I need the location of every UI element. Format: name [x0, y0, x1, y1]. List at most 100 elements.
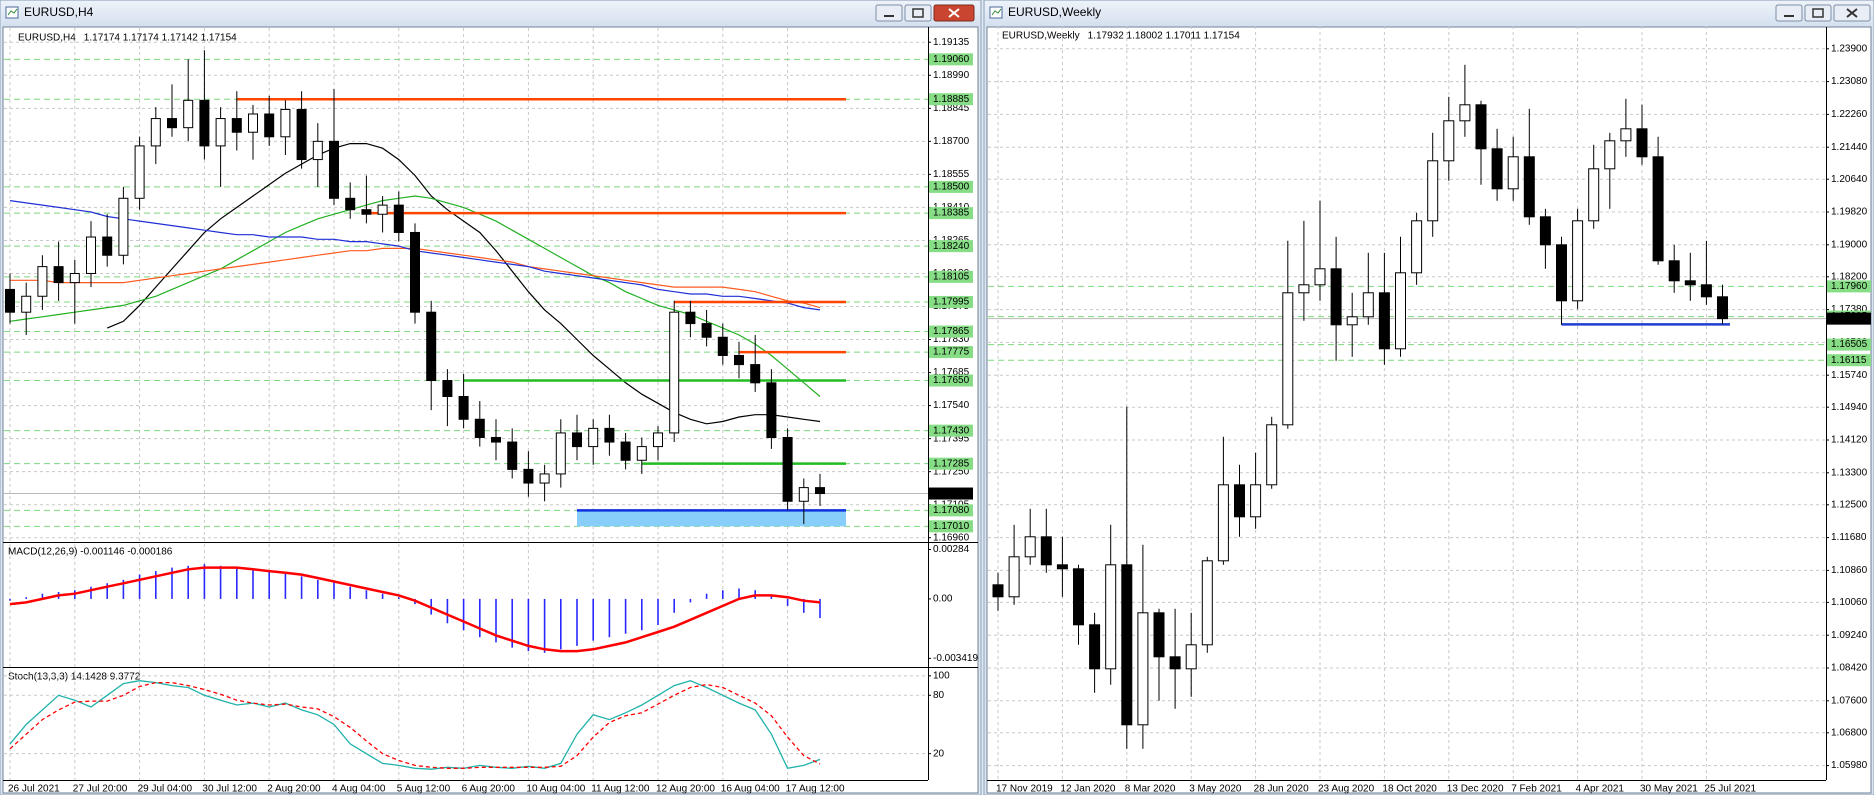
- y-tick-label: 1.17685: [933, 367, 970, 378]
- y-tick-label: 1.10860: [1831, 565, 1868, 576]
- y-tick-label: 1.18555: [933, 169, 970, 180]
- candle-body: [798, 487, 809, 502]
- level-label: 1.17285: [933, 458, 970, 469]
- candle-body: [231, 118, 242, 133]
- level-label-bg: [929, 53, 973, 66]
- stoch-title: Stoch(13,3,3) 14.1428 9.3772: [8, 672, 141, 683]
- symbol-label: EURUSD,Weekly: [1002, 31, 1080, 42]
- candle-body: [766, 382, 777, 438]
- candle-body: [1073, 568, 1084, 626]
- candle-body: [53, 266, 64, 284]
- y-tick-label: 1.18845: [933, 103, 970, 114]
- x-tick-label: 29 Jul 04:00: [138, 784, 193, 795]
- level-label: 1.18105: [933, 272, 970, 283]
- y-tick-label: 1.09240: [1831, 630, 1868, 641]
- candle-body: [37, 266, 48, 297]
- candle-body: [361, 209, 372, 215]
- y-tick-label: 1.19135: [933, 37, 970, 48]
- candle-body: [1378, 292, 1390, 350]
- y-tick-label: 1.05980: [1831, 760, 1868, 771]
- candle-body: [701, 323, 712, 338]
- y-tick-label: 1.07600: [1831, 695, 1868, 706]
- candle-body: [1636, 128, 1648, 158]
- candle-body: [296, 108, 307, 161]
- level-label-bg: [1827, 354, 1871, 367]
- indicator-line: [9, 681, 821, 769]
- restore-button[interactable]: [904, 4, 932, 22]
- candle-body: [1572, 220, 1584, 302]
- candle-body: [1427, 160, 1439, 222]
- y-tick-label: 1.13300: [1831, 467, 1868, 478]
- candle-body: [1056, 564, 1068, 570]
- window-title: EURUSD,H4: [24, 5, 94, 19]
- candle-body: [572, 432, 582, 448]
- y-tick-label: 1.20640: [1831, 174, 1868, 185]
- candle-body: [1298, 284, 1310, 294]
- y-tick-label: 1.14120: [1831, 435, 1868, 446]
- candle-body: [653, 432, 663, 448]
- candle-body: [1153, 612, 1165, 658]
- level-label: 1.17960: [1831, 281, 1868, 292]
- y-tick-label: 1.19820: [1831, 207, 1868, 218]
- candle-body: [491, 436, 501, 443]
- level-label-bg: [1827, 280, 1871, 293]
- candle-body: [717, 336, 728, 356]
- current-price-label: 1.17154: [933, 488, 970, 499]
- y-tick-label: 1.18990: [933, 70, 970, 81]
- indicator-line: [106, 143, 821, 425]
- y-tick-label: 1.17380: [1831, 304, 1868, 315]
- candle-body: [199, 99, 210, 147]
- level-label: 1.18240: [933, 241, 970, 252]
- y-tick-label: 1.21440: [1831, 142, 1868, 153]
- candle-body: [1700, 284, 1712, 298]
- candle-body: [604, 427, 615, 443]
- x-tick-label: 30 Jul 12:00: [202, 784, 257, 795]
- restore-glyph: [1812, 8, 1824, 18]
- y-tick-label: 1.17830: [933, 334, 970, 345]
- candle-body: [1588, 168, 1600, 222]
- candle-body: [1620, 128, 1632, 142]
- x-tick-label: 12 Jan 2020: [1060, 784, 1115, 795]
- y-tick-label: 1.23080: [1831, 76, 1868, 87]
- restore-button[interactable]: [1804, 4, 1832, 22]
- candle-body: [1411, 220, 1423, 274]
- minimize-button[interactable]: [875, 4, 903, 22]
- candle-body: [539, 473, 550, 484]
- y-tick-label: 1.23900: [1831, 43, 1868, 54]
- x-tick-label: 3 May 2020: [1189, 784, 1242, 795]
- title-bar[interactable]: [985, 1, 1873, 26]
- level-label-bg: [929, 457, 973, 470]
- candle-body: [280, 108, 291, 138]
- candle-body: [183, 99, 194, 129]
- candle-body: [1395, 272, 1406, 350]
- title-bar[interactable]: [1, 1, 980, 26]
- level-label-bg: [929, 520, 973, 533]
- candle-body: [329, 140, 339, 199]
- candle-body: [1105, 564, 1117, 670]
- level-label: 1.18885: [933, 94, 970, 105]
- level-label-bg: [929, 180, 973, 193]
- candle-body: [1282, 292, 1294, 426]
- x-tick-label: 2 Aug 20:00: [267, 784, 321, 795]
- candle-body: [1008, 556, 1020, 598]
- candle-body: [669, 311, 680, 434]
- candle-body: [1491, 148, 1503, 190]
- level-label: 1.18385: [933, 208, 970, 219]
- y-tick-label: 1.16960: [933, 532, 970, 543]
- zone: [577, 510, 846, 527]
- minimize-button[interactable]: [1775, 4, 1803, 22]
- level-label-bg: [929, 424, 973, 437]
- window-icon: [5, 6, 19, 19]
- candle-body: [1684, 280, 1696, 286]
- candle-body: [5, 288, 15, 313]
- x-tick-label: 8 Mar 2020: [1125, 784, 1176, 795]
- window-icon-glyph: [7, 8, 18, 16]
- candle-body: [1024, 536, 1036, 558]
- candle-body: [1169, 656, 1181, 670]
- candle-body: [442, 380, 453, 397]
- x-tick-label: 5 Aug 12:00: [397, 784, 451, 795]
- x-tick-label: 6 Aug 20:00: [462, 784, 516, 795]
- candle-body: [69, 272, 80, 284]
- x-tick-label: 26 Jul 2021: [8, 784, 60, 795]
